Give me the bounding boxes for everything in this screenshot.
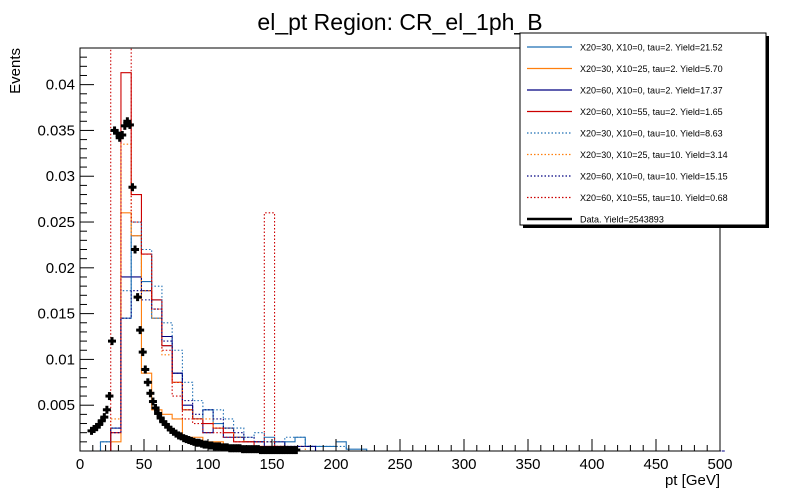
data-point <box>131 245 140 254</box>
data-point <box>138 348 147 357</box>
data-point <box>110 126 119 135</box>
data-point <box>154 409 163 418</box>
data-series <box>87 117 301 455</box>
legend-item: X20=30, X10=25, tau=10. Yield=3.14 <box>527 150 728 160</box>
legend-label: Data. Yield=2543893 <box>580 215 664 225</box>
data-point <box>161 420 170 429</box>
data-point <box>292 446 301 455</box>
legend-item: X20=60, X10=0, tau=2. Yield=17.37 <box>527 86 723 96</box>
data-point <box>95 420 104 429</box>
data-point <box>128 183 137 192</box>
x-tick-label: 500 <box>707 456 732 473</box>
data-point <box>113 129 122 138</box>
x-tick-label: 450 <box>643 456 668 473</box>
x-tick-label: 150 <box>259 456 284 473</box>
y-tick-label: 0.025 <box>37 214 75 231</box>
chart-title: el_pt Region: CR_el_1ph_B <box>257 9 542 35</box>
legend-item: X20=60, X10=55, tau=10. Yield=0.68 <box>527 193 728 203</box>
legend-item: X20=30, X10=0, tau=2. Yield=21.52 <box>527 43 723 53</box>
data-point <box>169 427 178 436</box>
x-axis: 0 50 100 150 200 250 300 350 400 450 500 <box>76 439 733 473</box>
legend-box <box>519 32 767 226</box>
data-point <box>108 337 116 346</box>
x-tick-label: 300 <box>451 456 476 473</box>
legend-label: X20=30, X10=0, tau=2. Yield=21.52 <box>580 43 723 53</box>
x-tick-label: 350 <box>515 456 540 473</box>
x-tick-label: 0 <box>76 456 84 473</box>
data-point <box>164 423 173 432</box>
data-point <box>141 365 150 374</box>
y-tick-label: 0.04 <box>46 77 75 94</box>
data-point <box>133 293 142 302</box>
data-point <box>115 133 124 142</box>
data-point <box>172 429 180 438</box>
y-tick-label: 0.015 <box>37 306 75 323</box>
data-point <box>97 416 106 425</box>
data-point <box>166 425 175 434</box>
data-point <box>102 405 111 414</box>
data-point <box>120 121 129 130</box>
y-tick-label: 0.005 <box>37 397 75 414</box>
legend-label: X20=60, X10=0, tau=10. Yield=15.15 <box>580 172 728 182</box>
legend-item: X20=60, X10=0, tau=10. Yield=15.15 <box>527 172 728 182</box>
data-point <box>123 117 132 126</box>
legend-item: X20=30, X10=25, tau=2. Yield=5.70 <box>527 64 723 74</box>
legend-item: Data. Yield=2543893 <box>527 215 664 225</box>
data-point <box>136 326 145 335</box>
data-point <box>87 426 96 435</box>
data-point <box>105 392 114 401</box>
legend-label: X20=60, X10=55, tau=2. Yield=1.65 <box>580 107 723 117</box>
x-tick-label: 50 <box>136 456 153 473</box>
legend-item: X20=30, X10=0, tau=10. Yield=8.63 <box>527 129 723 139</box>
x-axis-label: pt [GeV] <box>665 472 720 489</box>
x-tick-label: 400 <box>579 456 604 473</box>
data-point <box>118 131 127 140</box>
legend: X20=30, X10=0, tau=2. Yield=21.52 X20=30,… <box>519 32 769 228</box>
data-point <box>90 425 99 434</box>
data-point <box>143 378 152 387</box>
y-tick-label: 0.02 <box>46 260 75 277</box>
legend-item: X20=60, X10=55, tau=2. Yield=1.65 <box>527 107 723 117</box>
legend-label: X20=60, X10=55, tau=10. Yield=0.68 <box>580 193 728 203</box>
y-axis-label: Events <box>7 48 24 94</box>
data-point <box>146 389 155 398</box>
data-point <box>100 413 109 422</box>
y-axis: 0.005 0.01 0.015 0.02 0.025 0.03 0.035 0.04 <box>37 47 94 443</box>
y-tick-label: 0.01 <box>46 351 75 368</box>
data-point <box>151 403 160 412</box>
x-tick-label: 200 <box>323 456 348 473</box>
x-tick-label: 250 <box>387 456 412 473</box>
data-point <box>159 417 168 426</box>
legend-label: X20=30, X10=0, tau=10. Yield=8.63 <box>580 129 723 139</box>
data-point <box>156 414 165 423</box>
x-tick-label: 100 <box>195 456 220 473</box>
data-point <box>177 432 186 441</box>
data-point <box>92 423 101 432</box>
data-point <box>125 120 134 129</box>
data-point <box>148 397 157 406</box>
legend-label: X20=30, X10=25, tau=2. Yield=5.70 <box>580 64 723 74</box>
legend-label: X20=60, X10=0, tau=2. Yield=17.37 <box>580 86 723 96</box>
legend-label: X20=30, X10=25, tau=10. Yield=3.14 <box>580 150 728 160</box>
y-tick-label: 0.035 <box>37 122 75 139</box>
y-tick-label: 0.03 <box>46 168 75 185</box>
